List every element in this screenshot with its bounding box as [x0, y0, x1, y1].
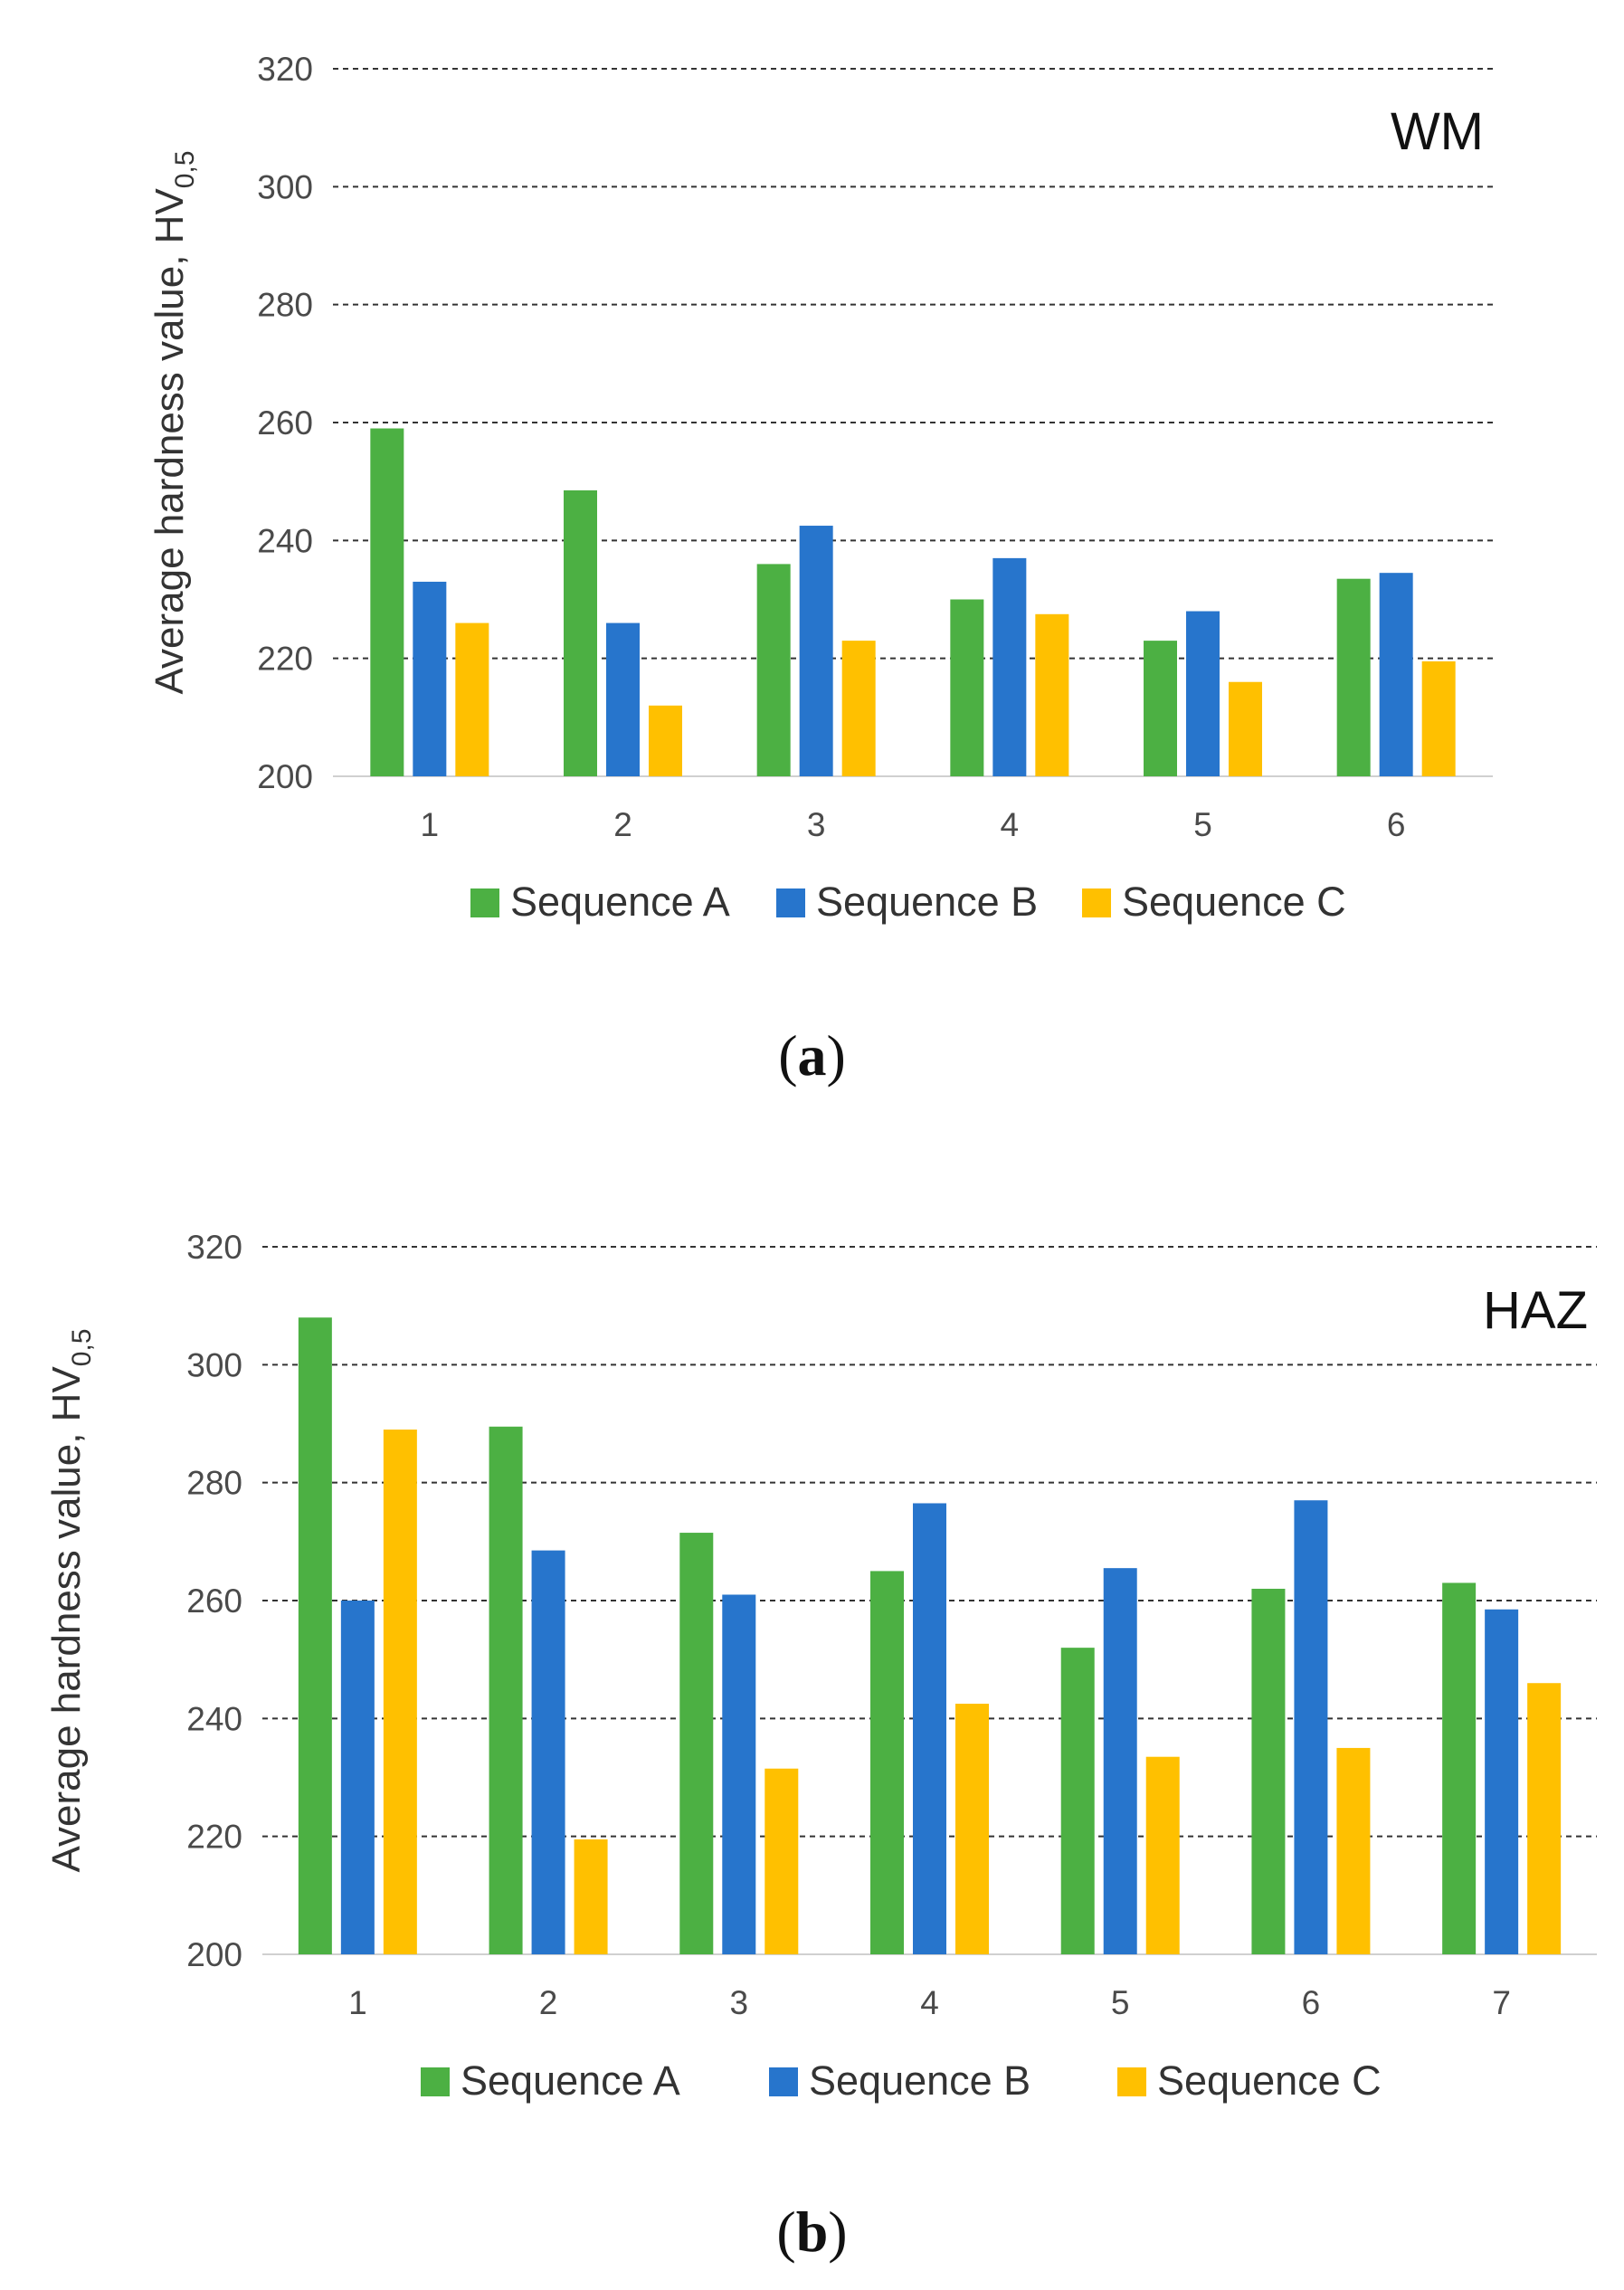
x-tick-label: 5 — [1193, 806, 1212, 843]
y-tick-label: 240 — [257, 522, 313, 559]
caption-a-letter: a — [797, 1023, 827, 1088]
x-tick-label: 4 — [1001, 806, 1020, 843]
y-axis-title: Average hardness value, HV0,5 — [147, 150, 200, 694]
panel-tag: HAZ — [1483, 1281, 1588, 1340]
bar-sequence-b-6 — [1379, 573, 1413, 776]
bar-sequence-a-3 — [756, 564, 791, 776]
bar-sequence-a-2 — [489, 1426, 523, 1954]
legend-swatch — [1117, 2067, 1146, 2096]
bar-sequence-b-2 — [606, 622, 640, 776]
bar-sequence-c-6 — [1336, 1747, 1371, 1954]
bar-sequence-b-3 — [722, 1594, 756, 1954]
x-tick-label: 1 — [348, 1984, 367, 2021]
panel-tag: WM — [1391, 102, 1484, 161]
bar-sequence-c-2 — [574, 1839, 608, 1954]
y-axis-title: Average hardness value, HV0,5 — [44, 1328, 97, 1872]
x-tick-label: 3 — [807, 806, 826, 843]
y-tick-label: 280 — [257, 287, 313, 324]
caption-a: (a) — [778, 1023, 846, 1088]
bar-sequence-a-7 — [1442, 1582, 1477, 1954]
bar-sequence-a-4 — [950, 599, 984, 776]
y-tick-label: 260 — [186, 1582, 242, 1620]
bar-sequence-b-5 — [1186, 611, 1220, 776]
bar-sequence-b-7 — [1485, 1609, 1519, 1954]
bar-sequence-c-5 — [1145, 1756, 1180, 1954]
y-tick-label: 240 — [186, 1700, 242, 1737]
bar-sequence-b-4 — [992, 557, 1027, 776]
bar-sequence-c-4 — [1035, 613, 1069, 776]
bar-sequence-c-6 — [1421, 660, 1456, 776]
x-tick-label: 6 — [1302, 1984, 1321, 2021]
y-tick-label: 300 — [257, 168, 313, 205]
y-tick-label: 320 — [186, 1229, 242, 1266]
y-tick-label: 200 — [257, 758, 313, 795]
bar-sequence-c-5 — [1229, 681, 1262, 776]
bar-sequence-b-1 — [413, 581, 447, 776]
y-tick-label: 220 — [186, 1819, 242, 1856]
y-tick-label: 220 — [257, 641, 313, 678]
bar-sequence-a-1 — [370, 428, 404, 776]
bar-sequence-a-5 — [1060, 1648, 1095, 1954]
x-tick-label: 4 — [920, 1984, 939, 2021]
y-tick-label: 300 — [186, 1346, 242, 1383]
y-tick-label: 280 — [186, 1465, 242, 1502]
x-tick-label: 7 — [1492, 1984, 1511, 2021]
bar-sequence-c-2 — [649, 705, 682, 776]
bar-sequence-c-1 — [455, 622, 489, 776]
bar-sequence-a-5 — [1144, 641, 1177, 776]
legend-swatch — [470, 888, 499, 917]
x-tick-label: 3 — [729, 1984, 748, 2021]
bar-sequence-a-4 — [870, 1571, 904, 1954]
legend-label: Sequence B — [809, 2057, 1030, 2104]
legend-label: Sequence A — [461, 2057, 680, 2104]
legend-label: Sequence B — [816, 879, 1038, 925]
y-tick-label: 200 — [186, 1936, 242, 1973]
bar-sequence-b-4 — [913, 1503, 946, 1954]
x-tick-label: 2 — [539, 1984, 558, 2021]
x-tick-label: 1 — [421, 806, 440, 843]
bar-sequence-c-4 — [955, 1704, 989, 1954]
y-tick-label: 260 — [257, 404, 313, 442]
legend-label: Sequence C — [1157, 2057, 1382, 2104]
chart-wm: 200 220 240 260 280 300 320 1 2 3 4 5 6 Average hardn… — [147, 51, 1493, 925]
bar-sequence-b-1 — [340, 1601, 375, 1954]
x-tick-label: 2 — [613, 806, 632, 843]
bar-sequence-c-1 — [383, 1430, 417, 1954]
bar-sequence-c-7 — [1527, 1683, 1562, 1954]
legend-swatch — [769, 2067, 798, 2096]
bar-sequence-b-2 — [531, 1550, 565, 1954]
legend-swatch — [421, 2067, 450, 2096]
bar-sequence-a-1 — [298, 1317, 332, 1954]
chart-haz: 200 220 240 260 280 300 320 1 2 3 4 5 6 7 Average hard… — [44, 1229, 1597, 2104]
bar-sequence-c-3 — [765, 1768, 799, 1954]
bar-sequence-b-3 — [799, 526, 833, 776]
x-tick-label: 5 — [1111, 1984, 1130, 2021]
bar-sequence-b-6 — [1294, 1500, 1328, 1954]
bar-sequence-a-3 — [679, 1533, 714, 1954]
legend-label: Sequence A — [510, 879, 730, 925]
bar-sequence-a-6 — [1336, 578, 1371, 776]
caption-b-letter: b — [795, 2200, 829, 2264]
legend-label: Sequence C — [1122, 879, 1346, 925]
x-tick-label: 6 — [1387, 806, 1406, 843]
caption-b: (b) — [776, 2200, 848, 2264]
legend-swatch — [776, 888, 805, 917]
bar-sequence-a-2 — [564, 489, 597, 776]
legend-swatch — [1082, 888, 1111, 917]
bar-sequence-a-6 — [1251, 1588, 1286, 1954]
bar-sequence-c-3 — [841, 641, 876, 776]
bar-sequence-b-5 — [1103, 1568, 1137, 1954]
y-tick-label: 320 — [257, 51, 313, 88]
